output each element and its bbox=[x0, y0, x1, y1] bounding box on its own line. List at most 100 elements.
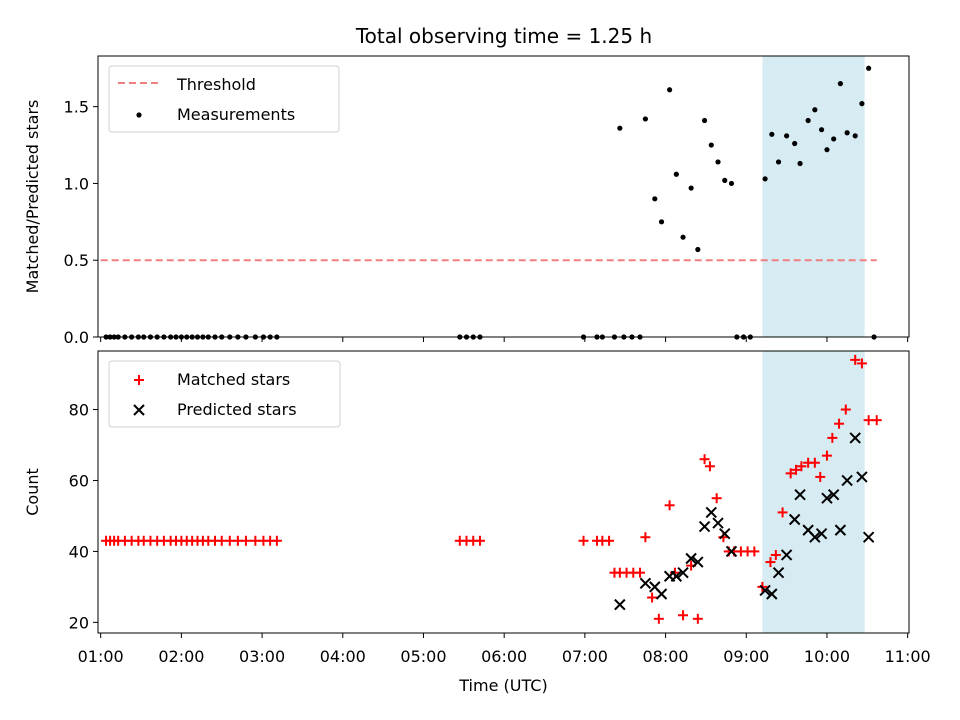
matched-star-point bbox=[777, 507, 788, 518]
measurement-point bbox=[837, 81, 844, 87]
y-tick-label: 1.0 bbox=[64, 174, 89, 193]
measurement-point bbox=[844, 130, 850, 136]
measurement-point bbox=[728, 180, 735, 187]
predicted-star-point bbox=[719, 527, 731, 540]
legend-measurements-swatch bbox=[136, 112, 142, 118]
matched-star-point bbox=[653, 613, 664, 624]
measurement-point bbox=[642, 116, 648, 122]
matched-star-point bbox=[871, 415, 882, 426]
predicted-star-point bbox=[655, 588, 668, 600]
legend-predicted-swatch bbox=[133, 404, 145, 416]
predicted-star-point bbox=[712, 517, 724, 529]
predicted-star-point bbox=[705, 506, 718, 519]
measurement-point bbox=[715, 159, 721, 165]
bottom-y-ticks: 20 40 60 80 bbox=[69, 401, 98, 632]
predicted-star-point bbox=[766, 588, 778, 600]
legend-measurements-label: Measurements bbox=[177, 105, 295, 124]
matched-star-point bbox=[821, 450, 832, 461]
x-tick-label: 07:00 bbox=[562, 647, 608, 666]
predicted-star-point bbox=[725, 545, 738, 558]
y-tick-label: 0.0 bbox=[64, 328, 89, 347]
x-tick-label: 10:00 bbox=[804, 647, 850, 666]
predicted-star-point bbox=[827, 488, 840, 501]
legend-plus-marker bbox=[134, 375, 144, 385]
predicted-star-point bbox=[862, 531, 875, 543]
predicted-star-point bbox=[772, 566, 785, 579]
measurement-point bbox=[762, 176, 768, 182]
predicted-star-point bbox=[834, 524, 847, 536]
measurement-point bbox=[695, 246, 701, 253]
matched-star-point bbox=[791, 464, 802, 475]
measurement-point bbox=[617, 125, 623, 131]
matched-star-point bbox=[809, 457, 820, 468]
matched-star-point bbox=[815, 471, 826, 482]
matched-star-point bbox=[692, 613, 703, 624]
predicted-star-point bbox=[809, 531, 821, 543]
matched-star-point bbox=[647, 592, 658, 603]
measurement-point bbox=[775, 159, 782, 165]
predicted-star-point bbox=[780, 549, 793, 561]
measurement-point bbox=[792, 140, 798, 147]
matched-star-point bbox=[856, 358, 867, 369]
predicted-star-point bbox=[794, 488, 806, 501]
chart-title: Total observing time = 1.25 h bbox=[355, 24, 652, 48]
y-tick-label: 60 bbox=[69, 471, 89, 490]
matched-star-point bbox=[240, 535, 251, 546]
x-tick-label: 01:00 bbox=[78, 647, 124, 666]
matched-star-point bbox=[840, 404, 851, 415]
measurement-point bbox=[722, 177, 728, 183]
legend-predicted-label: Predicted stars bbox=[177, 400, 297, 419]
x-tick-label: 09:00 bbox=[723, 647, 769, 666]
measurement-point bbox=[688, 185, 694, 191]
measurement-point bbox=[859, 101, 865, 107]
top-y-ticks: 0.0 0.5 1.0 1.5 bbox=[64, 98, 98, 347]
measurement-point bbox=[658, 219, 665, 225]
legend-matched-label: Matched stars bbox=[177, 370, 290, 389]
bottom-x-ticks: 01:00 02:00 03:00 04:00 05:00 06:00 07:00 08:00… bbox=[78, 633, 931, 666]
legend-matched-swatch bbox=[134, 375, 144, 385]
measurement-point bbox=[866, 65, 872, 71]
matched-star-point bbox=[785, 468, 796, 479]
matched-star-point bbox=[604, 535, 615, 546]
matched-star-point bbox=[834, 418, 845, 429]
matched-star-point bbox=[827, 432, 838, 443]
measurement-point bbox=[812, 107, 818, 113]
matched-star-point bbox=[474, 535, 485, 546]
x-tick-label: 04:00 bbox=[320, 647, 366, 666]
predicted-star-point bbox=[677, 566, 689, 579]
matched-star-points bbox=[101, 354, 882, 624]
y-tick-label: 20 bbox=[69, 613, 89, 632]
x-tick-label: 03:00 bbox=[239, 647, 285, 666]
matched-star-point bbox=[664, 500, 675, 511]
measurement-point bbox=[797, 160, 803, 167]
x-tick-label: 11:00 bbox=[885, 647, 931, 666]
predicted-star-point bbox=[821, 492, 833, 504]
matched-star-point bbox=[640, 532, 651, 543]
x-tick-label: 08:00 bbox=[643, 647, 689, 666]
measurement-point bbox=[673, 171, 679, 177]
top-axes-frame bbox=[97, 55, 910, 338]
measurement-point bbox=[701, 117, 708, 124]
matched-star-point bbox=[271, 535, 282, 546]
bottom-legend-box bbox=[108, 360, 341, 428]
matched-star-point bbox=[699, 454, 710, 465]
matched-star-point bbox=[635, 567, 646, 578]
bottom-axes-frame bbox=[97, 350, 910, 634]
predicted-star-point bbox=[815, 527, 828, 540]
top-legend-box bbox=[108, 65, 340, 133]
matched-star-point bbox=[749, 546, 760, 557]
top-legend: Threshold Measurements bbox=[108, 65, 340, 133]
measurement-point bbox=[818, 127, 825, 133]
y-tick-label: 0.5 bbox=[64, 251, 89, 270]
matched-star-point bbox=[850, 354, 861, 365]
matched-star-point bbox=[770, 549, 781, 560]
top-panel: 0.0 0.5 1.0 1.5 Matched/Predicted stars Thr… bbox=[23, 55, 910, 347]
measurement-point bbox=[852, 133, 858, 139]
y-tick-label: 80 bbox=[69, 401, 89, 420]
legend-threshold-label: Threshold bbox=[176, 75, 256, 94]
x-tick-label: 06:00 bbox=[481, 647, 527, 666]
x-tick-label: 02:00 bbox=[158, 647, 204, 666]
predicted-star-point bbox=[788, 513, 801, 526]
